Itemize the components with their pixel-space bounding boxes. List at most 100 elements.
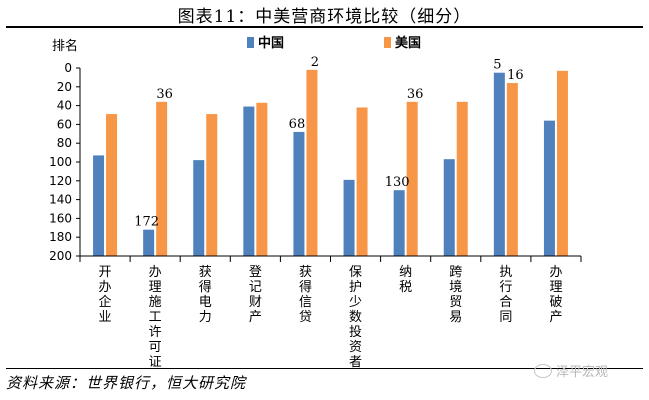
y-tick-label: 180 <box>49 230 72 244</box>
x-tick-label: 办 <box>99 280 112 295</box>
x-tick-label: 证 <box>149 355 162 370</box>
x-tick-label: 破 <box>549 295 562 310</box>
data-label: 16 <box>507 68 524 83</box>
x-tick-label: 可 <box>149 340 162 355</box>
x-tick-label: 理 <box>149 280 162 295</box>
x-tick-label: 资 <box>349 340 362 355</box>
x-tick-label: 合 <box>499 295 512 310</box>
x-tick-label: 数 <box>349 310 362 325</box>
title-divider <box>6 26 643 28</box>
source-divider <box>6 368 643 369</box>
x-tick-label: 易 <box>449 310 462 325</box>
x-tick-label: 贷 <box>299 310 312 325</box>
bar-usa <box>156 101 168 256</box>
y-tick-label: 100 <box>49 155 72 169</box>
y-tick-label: 40 <box>57 99 72 113</box>
x-tick-label: 贸 <box>449 295 462 310</box>
x-tick-label: 施 <box>149 295 162 310</box>
x-tick-label: 投 <box>349 324 362 340</box>
data-label: 36 <box>156 87 173 102</box>
x-tick-label: 保 <box>349 265 362 280</box>
bar-china <box>143 229 155 256</box>
y-tick-label: 140 <box>49 193 72 207</box>
bar-china <box>393 190 405 256</box>
x-tick-label: 者 <box>349 355 362 370</box>
x-tick-label: 纳 <box>399 265 412 280</box>
x-tick-label: 获 <box>299 265 312 280</box>
x-tick-label: 企 <box>99 294 112 310</box>
x-tick-label: 执 <box>499 265 512 280</box>
data-label: 2 <box>311 55 319 70</box>
data-label: 68 <box>289 117 306 132</box>
x-tick-label: 同 <box>499 310 512 325</box>
x-tick-label: 财 <box>249 295 262 310</box>
chart-title: 图表11：中美营商环境比较（细分） <box>177 7 472 27</box>
x-tick-label: 信 <box>299 295 312 310</box>
bar-usa <box>306 69 318 256</box>
y-tick-label: 0 <box>64 61 72 75</box>
x-tick-label: 办 <box>149 265 162 280</box>
x-tick-label: 行 <box>499 280 512 295</box>
x-tick-label: 记 <box>249 280 262 295</box>
bar-china <box>543 120 555 256</box>
labels-layer: 开办企业17236办理施工许可证获得电力登记财产682获得信贷保护少数投资者13… <box>99 55 563 370</box>
legend-layer: 中国 美国 <box>247 35 421 51</box>
data-label: 130 <box>385 175 410 190</box>
x-tick-label: 获 <box>199 265 212 280</box>
bar-china <box>243 106 255 256</box>
axis-layer: 0 20 40 60 80 100 120 140 160 180 200 排名 <box>49 38 582 263</box>
bar-usa <box>206 114 218 256</box>
bar-usa <box>556 70 568 256</box>
x-tick-label: 理 <box>549 280 562 295</box>
x-tick-label: 少 <box>349 295 362 310</box>
bar-china <box>443 159 455 256</box>
x-tick-label: 得 <box>299 279 312 295</box>
bar-usa <box>456 101 468 256</box>
x-tick-label: 跨 <box>449 265 462 280</box>
data-label: 5 <box>493 58 501 73</box>
bar-china <box>193 160 205 256</box>
legend-label: 中国 <box>258 35 284 51</box>
bar-usa <box>106 114 118 256</box>
x-tick-label: 得 <box>199 279 212 295</box>
bar-usa <box>356 107 368 256</box>
x-tick-label: 登 <box>249 265 262 280</box>
x-tick-label: 办 <box>549 265 562 280</box>
bar-usa <box>256 102 268 256</box>
bars-layer <box>93 69 568 256</box>
x-tick-label: 电 <box>199 295 212 310</box>
x-tick-label: 境 <box>449 280 462 295</box>
x-tick-label: 许 <box>149 325 162 340</box>
data-label: 36 <box>407 87 424 102</box>
x-tick-label: 税 <box>399 280 412 295</box>
data-label: 172 <box>134 215 159 230</box>
watermark: 泽平宏观 <box>534 361 608 380</box>
bar-china <box>343 179 355 256</box>
y-axis-label: 排名 <box>52 38 78 54</box>
x-tick-label: 产 <box>549 310 562 325</box>
x-tick-label: 业 <box>99 310 112 325</box>
bar-china <box>293 131 305 256</box>
x-tick-label: 护 <box>349 280 362 295</box>
legend-swatch <box>247 37 254 48</box>
bar-china <box>493 72 505 256</box>
y-tick-label: 20 <box>57 80 72 94</box>
bar-usa <box>506 83 518 256</box>
y-tick-label: 80 <box>57 136 72 150</box>
y-tick-label: 120 <box>49 174 72 188</box>
legend-swatch <box>384 37 391 48</box>
y-tick-label: 160 <box>49 211 72 225</box>
legend-label: 美国 <box>395 35 421 51</box>
y-tick-label: 200 <box>49 249 72 263</box>
bar-usa <box>406 101 418 256</box>
watermark-text: 泽平宏观 <box>556 365 609 380</box>
x-tick-label: 工 <box>149 310 162 325</box>
source-note: 资料来源：世界银行，恒大研究院 <box>6 374 247 392</box>
x-tick-label: 开 <box>99 265 112 280</box>
wechat-icon <box>534 363 552 378</box>
x-tick-label: 产 <box>249 310 262 325</box>
y-tick-label: 60 <box>57 117 72 131</box>
bar-china <box>93 155 105 256</box>
x-tick-label: 力 <box>199 310 212 325</box>
